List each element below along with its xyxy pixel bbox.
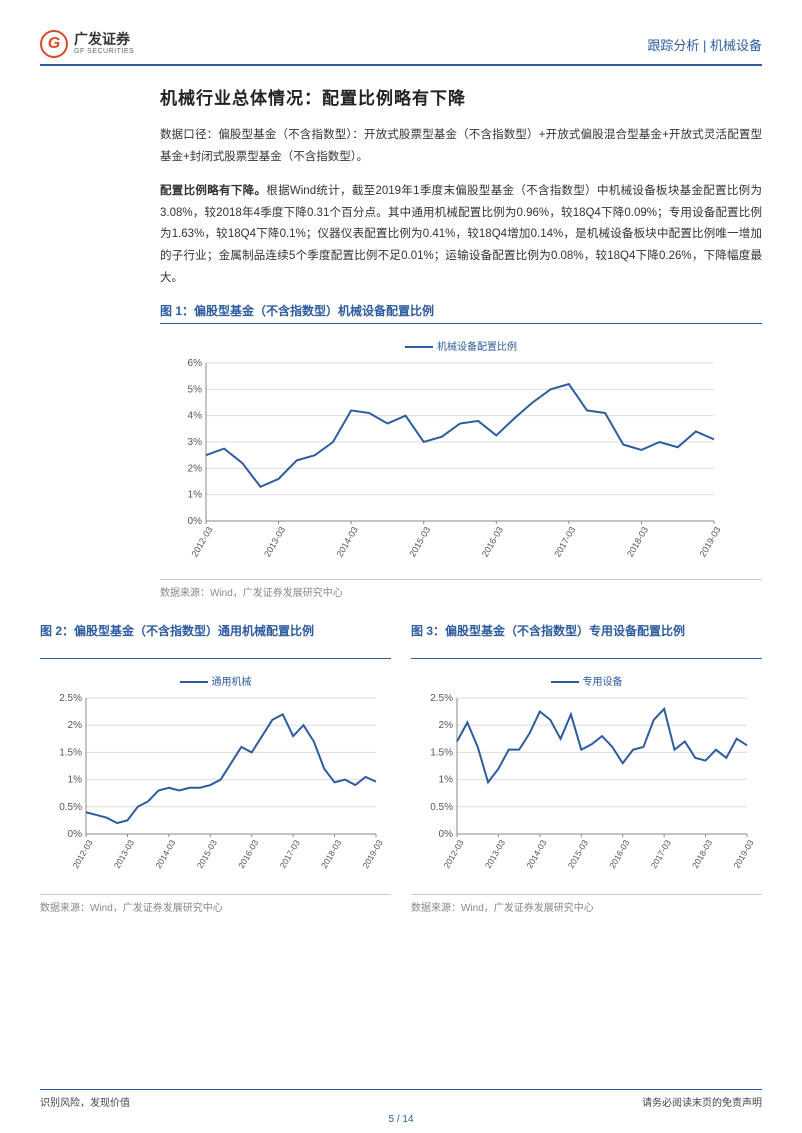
svg-text:1%: 1% (439, 775, 454, 786)
svg-text:2015-03: 2015-03 (407, 525, 432, 559)
svg-text:2.5%: 2.5% (59, 693, 82, 704)
svg-text:2012-03: 2012-03 (70, 838, 94, 870)
svg-text:2%: 2% (68, 720, 83, 731)
svg-text:2018-03: 2018-03 (625, 525, 650, 559)
svg-text:2012-03: 2012-03 (441, 838, 465, 870)
svg-text:0%: 0% (188, 516, 203, 527)
figure2-column: 图 2：偏股型基金（不含指数型）通用机械配置比例 通用机械 0% 0.5% 1% 1.… (40, 619, 391, 914)
footer-left: 识别风险，发现价值 (40, 1094, 130, 1109)
chart-row: 图 2：偏股型基金（不含指数型）通用机械配置比例 通用机械 0% 0.5% 1% 1.… (40, 619, 762, 914)
paragraph-lead: 配置比例略有下降。 (160, 185, 266, 197)
legend-line-icon (405, 346, 433, 348)
main-content: 机械行业总体情况：配置比例略有下降 数据口径：偏股型基金（不含指数型）：开放式股… (160, 84, 762, 599)
svg-text:2015-03: 2015-03 (566, 838, 590, 870)
svg-text:2013-03: 2013-03 (483, 838, 507, 870)
svg-text:2013-03: 2013-03 (112, 838, 136, 870)
paragraph-scope: 数据口径：偏股型基金（不含指数型）：开放式股票型基金（不含指数型）+开放式偏股混… (160, 125, 762, 169)
logo-text-cn: 广发证券 (74, 32, 134, 47)
figure3-chart: 专用设备 0% 0.5% 1% 1.5% 2% 2.5% 2012-03 2013-03 201… (411, 667, 762, 888)
svg-text:2019-03: 2019-03 (697, 525, 722, 559)
svg-text:2017-03: 2017-03 (552, 525, 577, 559)
figure3-title: 图 3：偏股型基金（不含指数型）专用设备配置比例 (411, 623, 762, 659)
svg-text:2016-03: 2016-03 (236, 838, 260, 870)
figure1-source: 数据来源：Wind，广发证券发展研究中心 (160, 579, 762, 599)
footer-right: 请务必阅读末页的免责声明 (642, 1094, 762, 1109)
figure2-svg: 0% 0.5% 1% 1.5% 2% 2.5% 2012-03 2013-03 2014-03 2… (44, 692, 384, 882)
svg-text:2016-03: 2016-03 (480, 525, 505, 559)
svg-text:1%: 1% (68, 775, 83, 786)
legend-line-icon (180, 681, 208, 683)
svg-text:6%: 6% (188, 358, 203, 369)
svg-text:2016-03: 2016-03 (607, 838, 631, 870)
svg-text:5%: 5% (188, 384, 203, 395)
svg-text:2013-03: 2013-03 (262, 525, 287, 559)
svg-text:0.5%: 0.5% (430, 802, 453, 813)
svg-text:2017-03: 2017-03 (649, 838, 673, 870)
paragraph-summary: 配置比例略有下降。根据Wind统计，截至2019年1季度末偏股型基金（不含指数型… (160, 181, 762, 290)
svg-text:2%: 2% (439, 720, 454, 731)
doc-type-label: 跟踪分析 | 机械设备 (647, 35, 762, 54)
svg-text:2014-03: 2014-03 (153, 838, 177, 870)
svg-text:2012-03: 2012-03 (189, 525, 214, 559)
svg-text:2019-03: 2019-03 (360, 838, 384, 870)
logo-text-en: GF SECURITIES (74, 48, 134, 56)
figure1-chart: 机械设备配置比例 0% 1% 2% 3% 4% 5% 6% 2012-03 2013-03 201… (160, 332, 762, 573)
page-header: G 广发证券 GF SECURITIES 跟踪分析 | 机械设备 (40, 30, 762, 66)
figure2-source: 数据来源：Wind，广发证券发展研究中心 (40, 894, 391, 914)
svg-text:0%: 0% (439, 829, 454, 840)
svg-text:3%: 3% (188, 437, 203, 448)
svg-text:2018-03: 2018-03 (319, 838, 343, 870)
svg-text:1.5%: 1.5% (430, 747, 453, 758)
page-number: 5 / 14 (0, 1114, 802, 1125)
figure2-legend: 通用机械 (44, 673, 387, 688)
svg-text:2014-03: 2014-03 (524, 838, 548, 870)
figure3-legend-text: 专用设备 (583, 677, 623, 688)
svg-text:2017-03: 2017-03 (278, 838, 302, 870)
figure3-svg: 0% 0.5% 1% 1.5% 2% 2.5% 2012-03 2013-03 2014-03 2… (415, 692, 755, 882)
figure1-legend: 机械设备配置比例 (164, 338, 758, 353)
svg-text:2019-03: 2019-03 (731, 838, 755, 870)
svg-text:1%: 1% (188, 490, 203, 501)
svg-text:2.5%: 2.5% (430, 693, 453, 704)
svg-text:2%: 2% (188, 463, 203, 474)
figure1-legend-text: 机械设备配置比例 (437, 342, 517, 353)
figure1-title: 图 1：偏股型基金（不含指数型）机械设备配置比例 (160, 302, 762, 324)
figure3-legend: 专用设备 (415, 673, 758, 688)
svg-text:0.5%: 0.5% (59, 802, 82, 813)
figure2-chart: 通用机械 0% 0.5% 1% 1.5% 2% 2.5% 2012-03 2013-03 201… (40, 667, 391, 888)
svg-text:4%: 4% (188, 411, 203, 422)
logo-mark-icon: G (40, 30, 68, 58)
figure2-title: 图 2：偏股型基金（不含指数型）通用机械配置比例 (40, 623, 391, 659)
svg-text:2018-03: 2018-03 (690, 838, 714, 870)
logo: G 广发证券 GF SECURITIES (40, 30, 134, 58)
legend-line-icon (551, 681, 579, 683)
svg-text:1.5%: 1.5% (59, 747, 82, 758)
figure2-legend-text: 通用机械 (212, 677, 252, 688)
figure3-source: 数据来源：Wind，广发证券发展研究中心 (411, 894, 762, 914)
svg-text:0%: 0% (68, 829, 83, 840)
page-title: 机械行业总体情况：配置比例略有下降 (160, 84, 762, 109)
paragraph-body: 根据Wind统计，截至2019年1季度末偏股型基金（不含指数型）中机械设备板块基… (160, 185, 762, 284)
page-footer: 识别风险，发现价值 请务必阅读末页的免责声明 (40, 1089, 762, 1109)
svg-text:2015-03: 2015-03 (195, 838, 219, 870)
svg-text:2014-03: 2014-03 (335, 525, 360, 559)
figure1-svg: 0% 1% 2% 3% 4% 5% 6% 2012-03 2013-03 2014-03 2015-… (164, 357, 724, 567)
figure3-column: 图 3：偏股型基金（不含指数型）专用设备配置比例 专用设备 0% 0.5% 1% 1.… (411, 619, 762, 914)
